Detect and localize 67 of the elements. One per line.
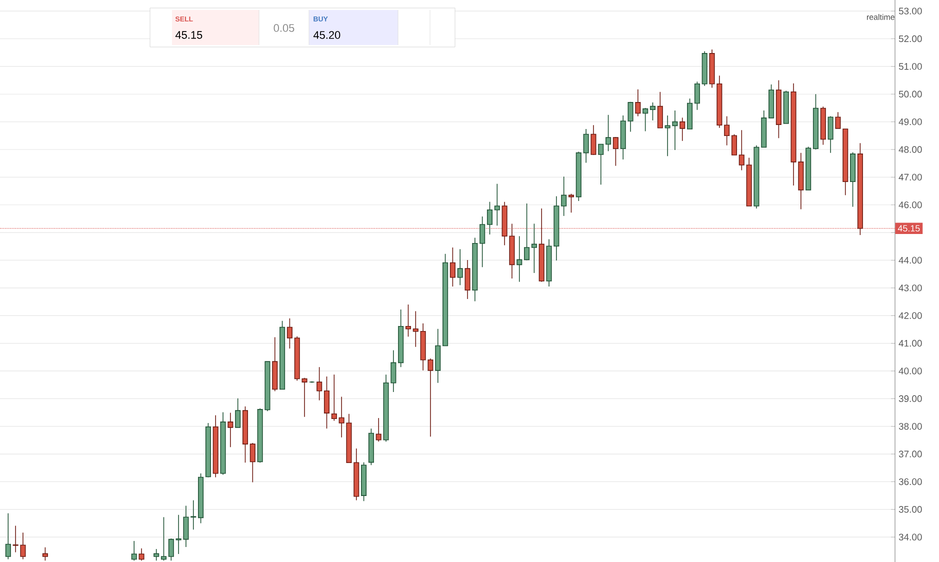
candlestick	[405, 304, 412, 338]
candlestick	[650, 102, 656, 121]
candlestick	[657, 92, 663, 128]
candlestick	[642, 108, 648, 132]
annotation: 45.15	[175, 31, 202, 39]
candlestick	[464, 260, 470, 300]
candlestick	[316, 366, 322, 401]
candlestick	[331, 374, 337, 422]
y-tick-label: 38.00	[898, 422, 922, 430]
annotation: 45.20	[313, 31, 340, 39]
candlestick	[168, 538, 174, 562]
candlestick	[286, 318, 292, 349]
candlestick	[598, 144, 604, 186]
y-tick-label: 35.00	[898, 506, 922, 513]
candlestick	[590, 124, 596, 156]
candlestick	[531, 223, 537, 274]
candlestick	[190, 500, 196, 530]
y-tick-label: 34.00	[898, 534, 922, 540]
candlestick	[828, 116, 834, 154]
candlestick	[412, 310, 418, 348]
candlestick	[694, 81, 700, 110]
y-tick-label: 52.00	[898, 35, 922, 42]
candlestick	[612, 136, 618, 166]
y-tick-label: 53.00	[898, 8, 922, 14]
candlestick	[131, 540, 137, 562]
y-tick-label: 40.00	[898, 368, 922, 374]
candlestick	[324, 376, 330, 429]
candlestick	[486, 201, 493, 235]
y-tick-label: 37.00	[898, 450, 922, 458]
y-tick-label: 36.00	[898, 478, 922, 486]
candlestick	[724, 116, 730, 146]
candlestick	[228, 412, 234, 448]
y-tick-label: 43.00	[898, 284, 922, 292]
candlestick	[561, 176, 567, 216]
candlestick	[5, 512, 11, 560]
annotation: 0.05	[274, 24, 294, 32]
y-tick-label: 44.00	[898, 256, 922, 264]
candlestick	[738, 130, 744, 171]
y-tick-label: 51.00	[898, 63, 922, 70]
candlestick	[376, 418, 382, 442]
y-tick-label: 50.00	[898, 90, 922, 98]
candlestick	[160, 516, 167, 562]
candlestick	[606, 114, 612, 152]
candlestick	[680, 117, 686, 142]
y-tick-label: 39.00	[898, 395, 922, 402]
candlestick	[235, 398, 241, 428]
candlestick	[480, 216, 486, 268]
candlestick	[138, 548, 144, 562]
candlestick	[635, 89, 641, 117]
candlestick	[494, 183, 500, 226]
candlestick	[250, 442, 256, 483]
candlestick	[450, 247, 456, 287]
candlestick	[457, 248, 463, 286]
y-tick-label: 42.00	[898, 312, 922, 319]
ref-line-label: 45.15	[898, 225, 920, 232]
y-tick-label: 49.00	[898, 118, 922, 126]
y-tick-label: 41.00	[898, 340, 922, 347]
candlestick	[524, 203, 530, 261]
candlestick	[583, 128, 589, 164]
candlestick	[154, 548, 160, 562]
y-tick-label: 47.00	[898, 174, 922, 181]
y-tick-label: 46.00	[898, 202, 922, 208]
candlestick	[835, 112, 841, 129]
candlestick	[731, 134, 738, 156]
y-tick-label: 48.00	[898, 146, 922, 153]
candlestick	[516, 236, 522, 282]
candlestick	[42, 546, 48, 562]
